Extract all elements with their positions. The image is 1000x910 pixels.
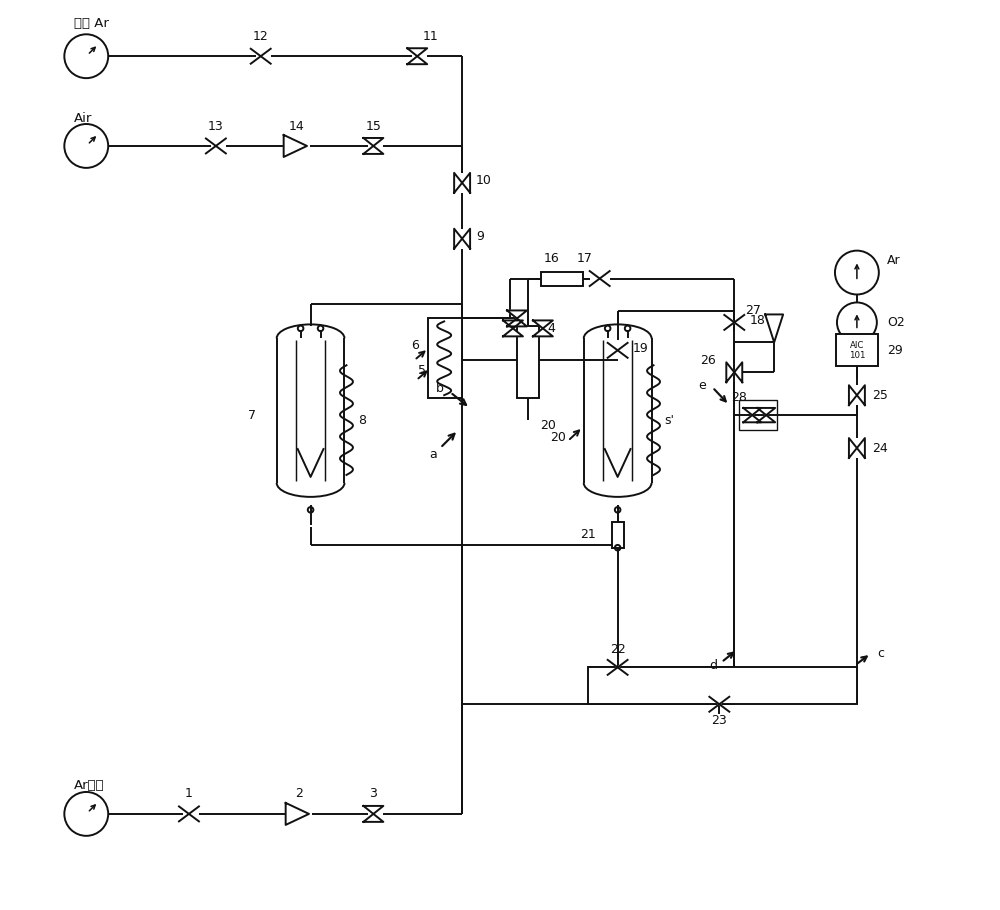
Polygon shape xyxy=(507,310,527,318)
Polygon shape xyxy=(363,806,383,814)
FancyBboxPatch shape xyxy=(836,334,878,366)
Text: 6: 6 xyxy=(411,339,419,352)
Polygon shape xyxy=(462,228,470,248)
Polygon shape xyxy=(849,385,857,405)
Polygon shape xyxy=(179,806,199,814)
Polygon shape xyxy=(363,138,383,146)
Polygon shape xyxy=(533,329,553,337)
Polygon shape xyxy=(743,408,761,415)
Polygon shape xyxy=(726,362,734,382)
Text: 22: 22 xyxy=(610,642,626,656)
Polygon shape xyxy=(286,803,309,825)
Polygon shape xyxy=(757,408,775,415)
Polygon shape xyxy=(363,146,383,154)
Text: Ar尾气: Ar尾气 xyxy=(74,780,105,793)
Polygon shape xyxy=(179,814,199,822)
Polygon shape xyxy=(251,56,271,64)
Polygon shape xyxy=(857,385,865,405)
Polygon shape xyxy=(709,697,729,704)
Circle shape xyxy=(837,302,877,342)
Text: 25: 25 xyxy=(872,389,888,401)
Text: 11: 11 xyxy=(422,30,438,43)
Polygon shape xyxy=(284,135,307,157)
Polygon shape xyxy=(503,329,523,337)
Polygon shape xyxy=(724,315,744,322)
Text: 14: 14 xyxy=(289,119,304,133)
Polygon shape xyxy=(608,667,628,675)
Polygon shape xyxy=(533,320,553,329)
FancyBboxPatch shape xyxy=(428,318,462,399)
Polygon shape xyxy=(590,271,610,278)
FancyBboxPatch shape xyxy=(612,521,624,548)
Polygon shape xyxy=(608,350,628,358)
Text: 19: 19 xyxy=(633,342,648,355)
Text: Air: Air xyxy=(74,112,93,125)
Text: 23: 23 xyxy=(711,713,727,727)
Text: 5: 5 xyxy=(418,364,426,377)
Circle shape xyxy=(835,250,879,295)
Text: 21: 21 xyxy=(580,529,596,541)
Polygon shape xyxy=(363,814,383,822)
Polygon shape xyxy=(757,415,775,422)
Polygon shape xyxy=(590,278,610,286)
Text: 26: 26 xyxy=(701,354,716,367)
Polygon shape xyxy=(734,362,742,382)
Polygon shape xyxy=(462,173,470,193)
Text: AIC
101: AIC 101 xyxy=(849,340,865,360)
Text: 24: 24 xyxy=(872,441,888,454)
Text: 8: 8 xyxy=(358,414,366,427)
Text: c: c xyxy=(877,647,884,660)
Polygon shape xyxy=(407,56,427,65)
Polygon shape xyxy=(206,138,226,146)
Text: 9: 9 xyxy=(476,230,484,243)
Text: 27: 27 xyxy=(745,304,761,317)
Polygon shape xyxy=(454,173,462,193)
Polygon shape xyxy=(507,318,527,327)
Circle shape xyxy=(64,124,108,167)
Text: 2: 2 xyxy=(295,787,303,801)
Text: 7: 7 xyxy=(248,409,256,421)
Text: 20: 20 xyxy=(540,419,556,431)
Polygon shape xyxy=(206,146,226,154)
Text: 12: 12 xyxy=(253,30,269,43)
Polygon shape xyxy=(743,415,761,422)
Polygon shape xyxy=(503,320,523,329)
Polygon shape xyxy=(857,438,865,458)
Text: 29: 29 xyxy=(887,344,903,357)
Text: 10: 10 xyxy=(476,175,492,187)
Text: 18: 18 xyxy=(749,314,765,327)
Circle shape xyxy=(64,792,108,835)
Text: 15: 15 xyxy=(365,119,381,133)
Text: 28: 28 xyxy=(731,390,747,404)
FancyBboxPatch shape xyxy=(541,271,583,286)
Text: 16: 16 xyxy=(544,252,560,265)
Text: 20: 20 xyxy=(550,430,566,443)
Text: 3: 3 xyxy=(369,787,377,801)
Polygon shape xyxy=(251,49,271,56)
Text: d: d xyxy=(709,659,717,672)
FancyBboxPatch shape xyxy=(517,327,539,399)
Polygon shape xyxy=(608,660,628,667)
Text: 17: 17 xyxy=(577,252,593,265)
Text: O2: O2 xyxy=(887,316,905,329)
Text: s': s' xyxy=(664,414,674,427)
Text: 13: 13 xyxy=(208,119,224,133)
Text: a: a xyxy=(429,448,437,460)
Text: b: b xyxy=(436,381,444,395)
Polygon shape xyxy=(849,438,857,458)
Polygon shape xyxy=(407,48,427,56)
Polygon shape xyxy=(724,322,744,330)
Text: Ar: Ar xyxy=(887,254,900,268)
Text: e: e xyxy=(699,379,706,391)
Text: 1: 1 xyxy=(185,787,193,801)
Polygon shape xyxy=(454,228,462,248)
Text: 4: 4 xyxy=(548,322,556,335)
Text: 洁净 Ar: 洁净 Ar xyxy=(74,16,109,30)
FancyBboxPatch shape xyxy=(588,667,857,704)
Circle shape xyxy=(64,35,108,78)
Polygon shape xyxy=(709,704,729,712)
Polygon shape xyxy=(765,315,783,342)
Polygon shape xyxy=(608,343,628,350)
